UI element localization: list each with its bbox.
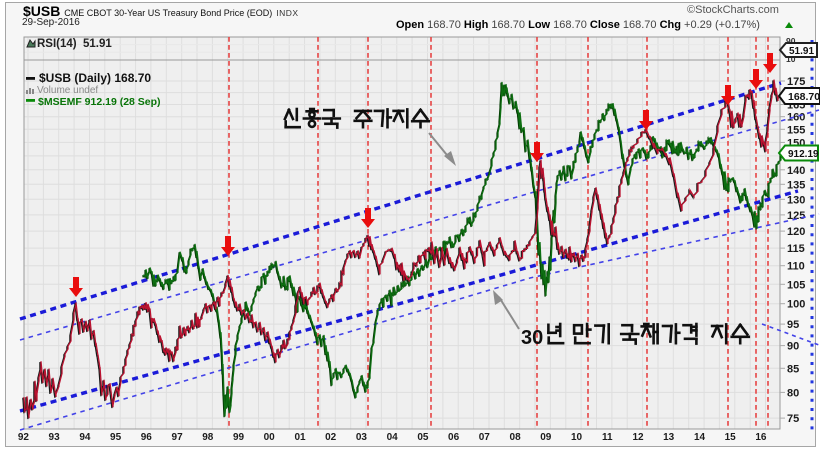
svg-text:13: 13 bbox=[663, 432, 675, 443]
svg-text:12: 12 bbox=[632, 432, 644, 443]
svg-text:15: 15 bbox=[725, 432, 737, 443]
svg-text:10: 10 bbox=[571, 432, 583, 443]
svg-text:11: 11 bbox=[602, 432, 613, 443]
svg-text:14: 14 bbox=[694, 432, 706, 443]
svg-text:175: 175 bbox=[787, 76, 805, 88]
svg-text:95: 95 bbox=[787, 319, 799, 331]
svg-text:08: 08 bbox=[510, 432, 522, 443]
svg-text:120: 120 bbox=[787, 226, 805, 238]
svg-text:07: 07 bbox=[479, 432, 491, 443]
svg-text:94: 94 bbox=[79, 432, 91, 443]
svg-text:135: 135 bbox=[787, 179, 805, 191]
svg-text:92: 92 bbox=[18, 432, 30, 443]
svg-text:96: 96 bbox=[141, 432, 153, 443]
svg-text:02: 02 bbox=[325, 432, 337, 443]
svg-text:97: 97 bbox=[172, 432, 184, 443]
svg-text:90: 90 bbox=[787, 341, 799, 353]
svg-text:09: 09 bbox=[540, 432, 552, 443]
svg-text:98: 98 bbox=[202, 432, 214, 443]
svg-text:01: 01 bbox=[294, 432, 306, 443]
svg-text:30: 30 bbox=[521, 327, 543, 349]
svg-text:75: 75 bbox=[787, 413, 799, 425]
svg-text:155: 155 bbox=[787, 124, 805, 136]
svg-text:51.91: 51.91 bbox=[789, 46, 814, 57]
svg-text:04: 04 bbox=[387, 432, 399, 443]
svg-text:80: 80 bbox=[787, 387, 799, 399]
svg-text:05: 05 bbox=[417, 432, 429, 443]
svg-text:16: 16 bbox=[755, 432, 767, 443]
svg-text:10: 10 bbox=[786, 54, 796, 64]
svg-text:110: 110 bbox=[787, 261, 805, 273]
svg-text:06: 06 bbox=[448, 432, 460, 443]
svg-text:115: 115 bbox=[787, 243, 805, 255]
svg-text:85: 85 bbox=[787, 363, 799, 375]
svg-text:105: 105 bbox=[787, 279, 805, 291]
svg-text:93: 93 bbox=[49, 432, 61, 443]
svg-text:99: 99 bbox=[233, 432, 245, 443]
svg-text:95: 95 bbox=[110, 432, 122, 443]
svg-text:03: 03 bbox=[356, 432, 368, 443]
svg-text:168.70: 168.70 bbox=[788, 91, 820, 103]
svg-text:00: 00 bbox=[264, 432, 276, 443]
svg-text:90: 90 bbox=[786, 36, 796, 46]
svg-text:912.19: 912.19 bbox=[788, 149, 819, 160]
svg-text:100: 100 bbox=[787, 299, 805, 311]
svg-text:125: 125 bbox=[787, 210, 805, 222]
svg-text:140: 140 bbox=[787, 165, 805, 177]
svg-text:130: 130 bbox=[787, 194, 805, 206]
